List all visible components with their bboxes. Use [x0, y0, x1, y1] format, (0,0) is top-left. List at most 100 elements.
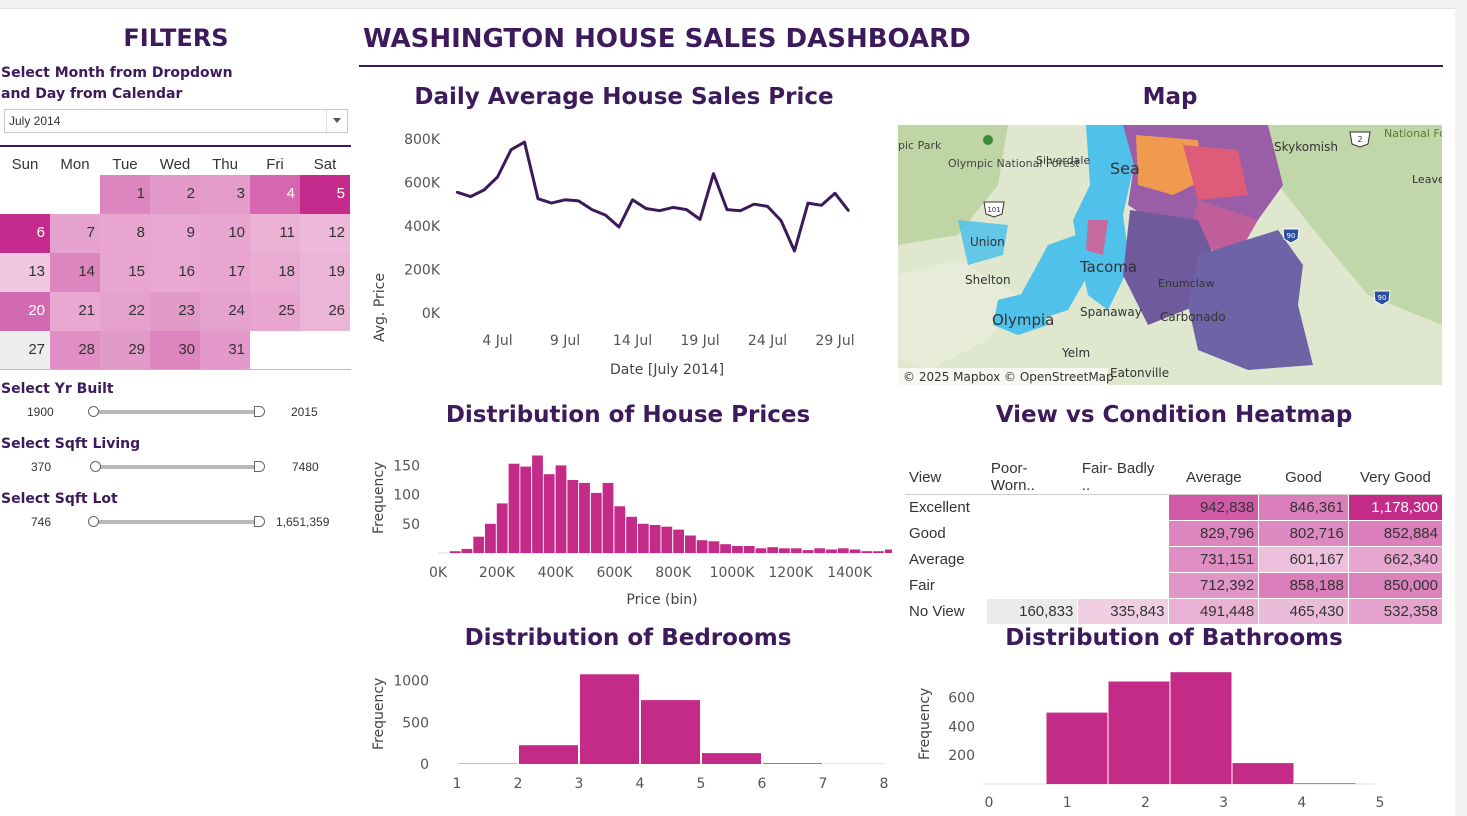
- map-view[interactable]: Olympic National Forest pic Park Silverd…: [898, 125, 1442, 385]
- calendar-day-15[interactable]: 15: [100, 253, 150, 292]
- y-tick-label: 50: [402, 517, 420, 533]
- svg-text:90: 90: [1378, 294, 1387, 302]
- slider-max-handle[interactable]: [254, 461, 265, 472]
- calendar-day-2[interactable]: 2: [150, 175, 200, 214]
- heatmap-cell[interactable]: 731,151: [1168, 546, 1260, 573]
- calendar-day-1[interactable]: 1: [100, 175, 150, 214]
- calendar-day-3[interactable]: 3: [200, 175, 250, 214]
- heatmap-cell[interactable]: 850,000: [1348, 572, 1444, 599]
- bedrooms-histogram[interactable]: Frequency 1000 500 0 1 2 3 4 5 6 7 8: [362, 660, 892, 800]
- price-histogram[interactable]: Frequency Price (bin) 150 100 50 0K 200K 400K…: [362, 440, 892, 615]
- chevron-down-icon[interactable]: [326, 110, 347, 132]
- calendar-day-24[interactable]: 24: [200, 292, 250, 331]
- histogram-bar: [884, 549, 892, 553]
- heatmap-row: No View 160,833 335,843 491,448 465,430 532,3…: [905, 598, 1444, 625]
- slider-min-handle[interactable]: [88, 406, 99, 417]
- heatmap-cell[interactable]: [986, 546, 1079, 573]
- calendar-day-26[interactable]: 26: [300, 292, 350, 331]
- calendar-day-18[interactable]: 18: [250, 253, 300, 292]
- heatmap-cell[interactable]: 712,392: [1168, 572, 1260, 599]
- heatmap-cell[interactable]: 829,796: [1168, 520, 1260, 547]
- calendar-day-16[interactable]: 16: [150, 253, 200, 292]
- slider-min-handle[interactable]: [88, 516, 99, 527]
- forest-area: [898, 125, 1008, 245]
- calendar-day-22[interactable]: 22: [100, 292, 150, 331]
- calendar-day-25[interactable]: 25: [250, 292, 300, 331]
- calendar-day-6[interactable]: 6: [0, 214, 50, 253]
- histogram-bar: [496, 503, 508, 553]
- calendar-day-10[interactable]: 10: [200, 214, 250, 253]
- slider-max-value: 2015: [291, 405, 318, 419]
- calendar-day-30[interactable]: 30: [150, 331, 200, 370]
- histogram-bar: [590, 492, 602, 553]
- calendar-day-8[interactable]: 8: [100, 214, 150, 253]
- heatmap-cell[interactable]: 1,178,300: [1348, 494, 1444, 521]
- weekday-label: Tue: [112, 156, 138, 173]
- calendar-day-21[interactable]: 21: [50, 292, 100, 331]
- calendar-day-29[interactable]: 29: [100, 331, 150, 370]
- histogram-bar: [649, 525, 661, 553]
- price-line: [456, 140, 850, 253]
- heatmap-row-label: Average: [909, 551, 965, 568]
- calendar-day-28[interactable]: 28: [50, 331, 100, 370]
- heatmap-cell[interactable]: 601,167: [1258, 546, 1349, 573]
- slider-track[interactable]: [92, 520, 258, 524]
- right-scroll-strip[interactable]: [1455, 8, 1467, 816]
- heatmap-cell[interactable]: [1077, 546, 1170, 573]
- calendar-day-9[interactable]: 9: [150, 214, 200, 253]
- calendar-day-31[interactable]: 31: [200, 331, 250, 370]
- line-point: [523, 140, 526, 144]
- calendar-day-14[interactable]: 14: [50, 253, 100, 292]
- calendar-day-11[interactable]: 11: [250, 214, 300, 253]
- y-axis-label: Frequency: [917, 688, 933, 760]
- heatmap-cell[interactable]: 160,833: [986, 598, 1079, 625]
- calendar-day-20[interactable]: 20: [0, 292, 50, 331]
- heatmap-cell[interactable]: 852,884: [1348, 520, 1444, 547]
- heatmap-cell[interactable]: 858,188: [1258, 572, 1349, 599]
- calendar-divider: [0, 145, 351, 147]
- heatmap-cell[interactable]: 335,843: [1077, 598, 1170, 625]
- map-attribution[interactable]: © 2025 Mapbox © OpenStreetMap: [903, 370, 1114, 384]
- map-place-label: Sea: [1110, 159, 1140, 178]
- puget-sound-water: [1073, 125, 1134, 310]
- heatmap-cell[interactable]: [986, 494, 1079, 521]
- calendar-day-12[interactable]: 12: [300, 214, 350, 253]
- weekday-label: Thu: [212, 156, 238, 173]
- heatmap-cell[interactable]: [1077, 494, 1170, 521]
- calendar-day-7[interactable]: 7: [50, 214, 100, 253]
- heatmap-cell[interactable]: 662,340: [1348, 546, 1444, 573]
- slider-max-handle[interactable]: [254, 406, 265, 417]
- calendar-day-27[interactable]: 27: [0, 331, 50, 370]
- calendar-day-5[interactable]: 5: [300, 175, 350, 214]
- heatmap-cell[interactable]: [986, 520, 1079, 547]
- bathrooms-histogram[interactable]: Frequency 600 400 200 0 1 2 3 4 5: [905, 660, 1425, 816]
- x-tick-label: 1200K: [768, 565, 814, 581]
- map-place-label: Carbonado: [1160, 310, 1226, 324]
- slider-min-handle[interactable]: [90, 461, 101, 472]
- calendar-day-13[interactable]: 13: [0, 253, 50, 292]
- calendar-day-4[interactable]: 4: [250, 175, 300, 214]
- line-point: [671, 206, 675, 209]
- slider-track[interactable]: [92, 410, 258, 414]
- heatmap-cell[interactable]: 942,838: [1168, 494, 1260, 521]
- calendar-day-19[interactable]: 19: [300, 253, 350, 292]
- heatmap-cell[interactable]: 846,361: [1258, 494, 1349, 521]
- line-point: [577, 199, 580, 203]
- calendar-day-17[interactable]: 17: [200, 253, 250, 292]
- daily-price-line-chart[interactable]: Avg. Price Date [July 2014] 800K 600K 400K…: [362, 118, 882, 383]
- y-tick-label: 100: [393, 488, 420, 504]
- month-dropdown[interactable]: July 2014: [4, 109, 348, 133]
- heatmap-cell[interactable]: 532,358: [1348, 598, 1444, 625]
- slider-track[interactable]: [94, 465, 258, 469]
- slider-max-handle[interactable]: [254, 516, 265, 527]
- heatmap-cell[interactable]: [986, 572, 1079, 599]
- heatmap-cell[interactable]: 802,716: [1258, 520, 1349, 547]
- histogram-bar: [520, 466, 532, 553]
- heatmap-cell[interactable]: 491,448: [1168, 598, 1260, 625]
- heatmap-cell[interactable]: [1077, 572, 1170, 599]
- histogram-bar: [696, 540, 708, 553]
- heatmap-cell[interactable]: 465,430: [1258, 598, 1349, 625]
- calendar-day-23[interactable]: 23: [150, 292, 200, 331]
- view-condition-heatmap[interactable]: View Poor- Worn.. Fair- Badly .. Average Goo…: [905, 460, 1444, 625]
- heatmap-cell[interactable]: [1077, 520, 1170, 547]
